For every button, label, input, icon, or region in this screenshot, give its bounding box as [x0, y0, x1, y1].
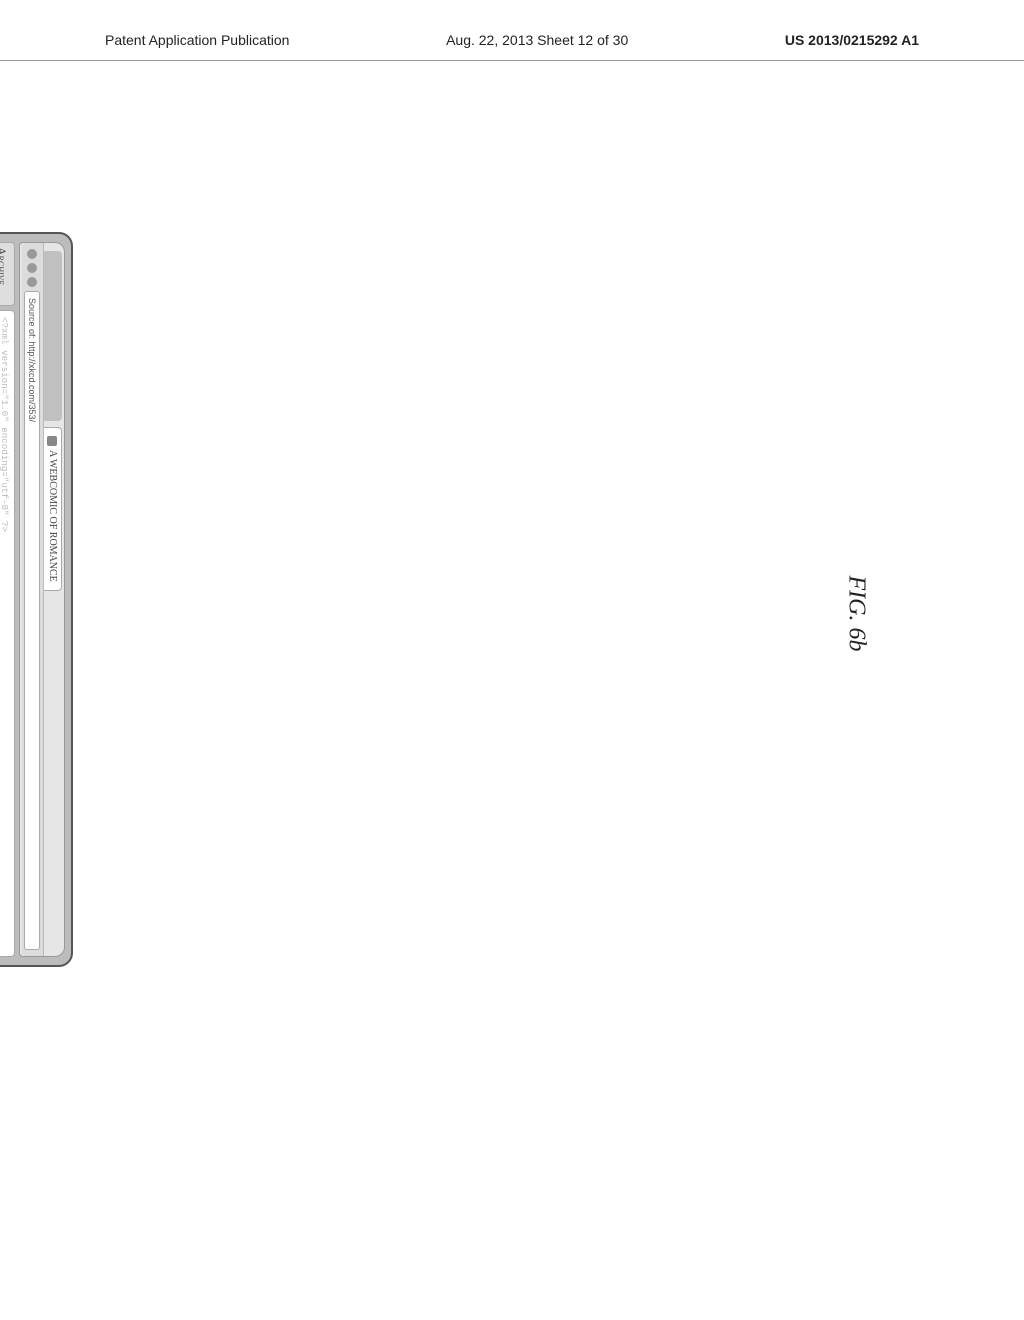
- sidebar-item[interactable]: Archive: [0, 247, 10, 301]
- traffic-dot[interactable]: [28, 249, 38, 259]
- sidebar-panel: Archive New Sto Abc For: [0, 242, 15, 306]
- pub-center: Aug. 22, 2013 Sheet 12 of 30: [446, 32, 628, 48]
- publication-header: Patent Application Publication Aug. 22, …: [105, 32, 919, 48]
- patent-page: Patent Application Publication Aug. 22, …: [0, 0, 1024, 1320]
- url-text: Source of: http://xkcd.com/353/: [28, 298, 38, 422]
- tab-title: A WEBCOMIC OF ROMANCE: [47, 450, 58, 582]
- figure-label: FIG. 6b: [843, 576, 870, 652]
- traffic-dot[interactable]: [28, 263, 38, 273]
- pub-left: Patent Application Publication: [105, 32, 289, 48]
- figure-rotated-wrapper: A WEBCOMIC OF ROMANCE Source of: http://…: [0, 232, 73, 967]
- pub-right: US 2013/0215292 A1: [785, 32, 919, 48]
- url-input[interactable]: Source of: http://xkcd.com/353/: [25, 291, 41, 950]
- tab-row: A WEBCOMIC OF ROMANCE: [44, 243, 64, 956]
- favicon-icon: [48, 436, 58, 446]
- background-tab[interactable]: [44, 251, 62, 421]
- toolbar-row: Source of: http://xkcd.com/353/: [22, 243, 44, 956]
- traffic-dot[interactable]: [28, 277, 38, 287]
- source-code-view[interactable]: <?xml version="1.0" encoding="utf-8" ?><…: [0, 310, 15, 957]
- code-line: <?xml version="1.0" encoding="utf-8" ?>: [0, 317, 10, 950]
- tablet-device: A WEBCOMIC OF ROMANCE Source of: http://…: [0, 232, 73, 967]
- active-tab[interactable]: A WEBCOMIC OF ROMANCE: [44, 427, 62, 591]
- browser-topbar: A WEBCOMIC OF ROMANCE Source of: http://…: [19, 242, 65, 957]
- header-rule: [0, 60, 1024, 61]
